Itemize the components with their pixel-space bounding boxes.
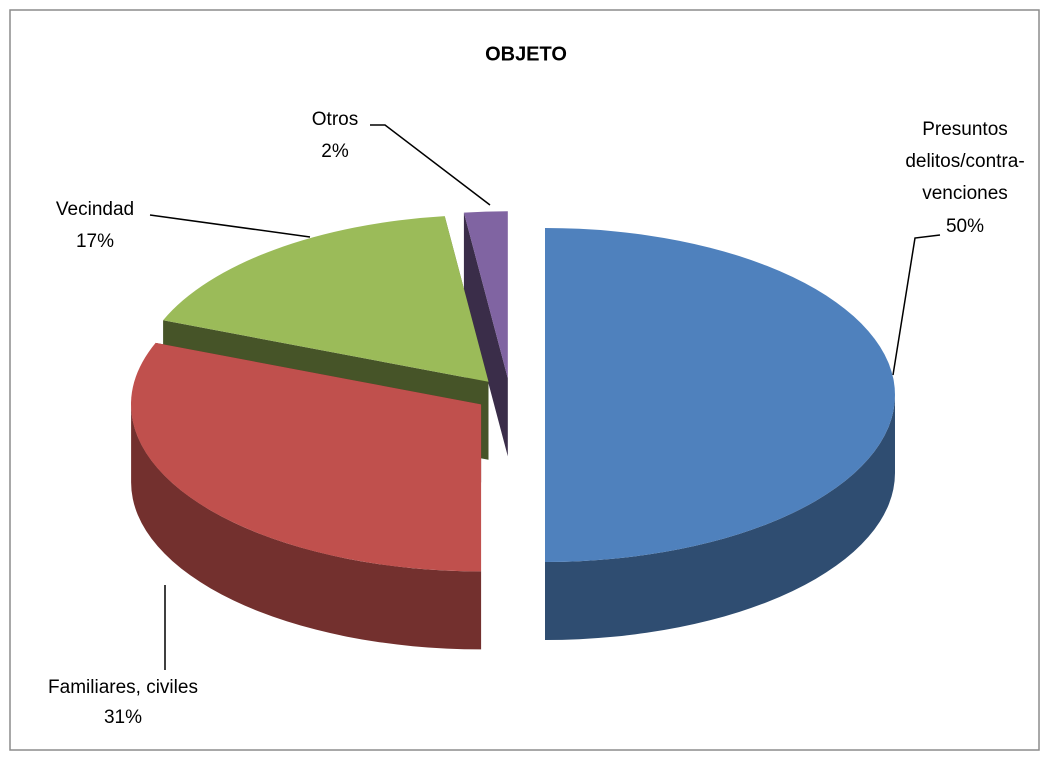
leader-line — [892, 234, 941, 376]
value-label: 17% — [76, 231, 114, 252]
chart-title: OBJETO — [485, 43, 567, 65]
value-label: 31% — [104, 707, 142, 728]
labels: Presuntos delitos/contra-venciones 50% Fami… — [48, 109, 1025, 728]
leader-line — [370, 124, 491, 206]
value-label: 2% — [321, 141, 349, 162]
category-label: Presuntos delitos/contra-venciones — [905, 119, 1024, 204]
slice-cut-face — [463, 212, 508, 457]
slice — [463, 211, 508, 379]
category-label: Familiares, civiles — [48, 677, 198, 698]
value-label: 50% — [946, 216, 984, 237]
slice-side — [545, 395, 895, 640]
pie — [131, 211, 895, 650]
slice-side — [131, 404, 482, 650]
category-label: Vecindad — [56, 199, 134, 220]
slice — [163, 216, 489, 382]
leader-line — [149, 214, 311, 238]
category-label: Otros — [312, 109, 358, 130]
slice — [131, 342, 482, 572]
slice — [545, 228, 895, 562]
